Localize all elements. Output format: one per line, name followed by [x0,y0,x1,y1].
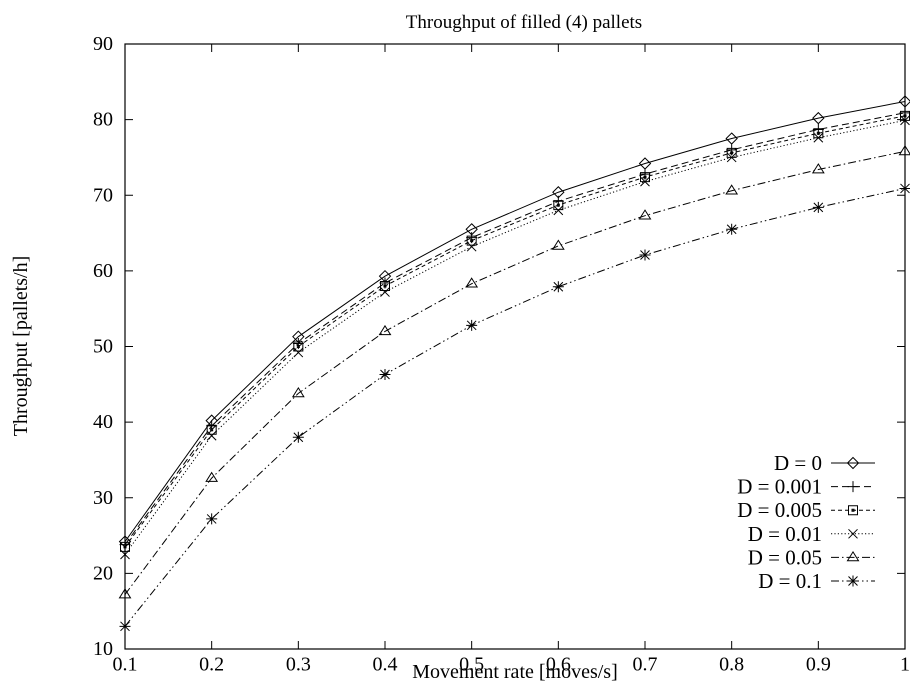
x-tick-label: 0.1 [113,654,138,676]
data-point-square [120,541,130,552]
x-tick-label: 0.4 [373,654,398,676]
chart-title: Throughput of filled (4) pallets [406,12,642,33]
y-tick-label: 40 [93,411,113,433]
data-point-star [639,249,651,261]
series-layer [118,95,910,632]
data-point-cross [813,132,824,143]
data-point-cross [640,176,650,187]
data-point-square [813,128,824,139]
data-point-square [206,424,217,435]
data-point-triangle [291,386,305,398]
data-point-square [848,505,858,516]
y-tick-label: 60 [93,260,113,282]
x-tick-label: 1 [900,654,910,676]
legend-label: D = 0.1 [758,569,822,593]
legend-label: D = 0 [774,451,822,475]
series-group [119,182,910,632]
y-tick-label: 50 [93,336,113,358]
series-line [124,112,906,545]
data-point-star [726,223,738,235]
y-tick-label: 90 [93,33,113,55]
data-point-cross [380,287,390,297]
data-point-cross [293,347,304,358]
data-point-cross [206,430,217,441]
data-point-triangle [811,163,825,174]
data-point-square [466,235,477,246]
data-point-diamond [898,95,910,108]
x-tick-label: 0.6 [546,654,571,676]
data-point-star [812,201,824,213]
data-point-triangle [725,184,739,195]
legend-label: D = 0.001 [737,475,822,499]
legend-label: D = 0.01 [748,522,822,546]
data-point-cross [466,241,477,252]
data-point-triangle [898,144,910,156]
y-tick-label: 10 [93,638,113,660]
x-axis-title: Movement rate [moves/s] [412,661,618,683]
x-tick-label: 0.2 [199,654,224,676]
legend-label: D = 0.05 [748,545,822,569]
data-point-star [899,182,910,194]
data-point-plus [847,481,859,493]
y-tick-label: 70 [93,184,113,206]
x-tick-label: 0.3 [286,654,311,676]
data-point-square [380,281,390,291]
data-point-triangle [551,239,565,250]
legend-label: D = 0.005 [737,498,822,522]
data-point-diamond [725,132,738,145]
x-tick-label: 0.8 [719,654,744,676]
data-point-triangle [638,209,652,220]
data-point-triangle [118,588,132,599]
ticks-layer: 0.1 0.2 0.3 0.4 0.5 0.6 0.7 0.8 0.9 1 10 20 30 40 50 60… [93,33,910,676]
data-point-cross [120,549,130,560]
data-point-square [726,147,737,158]
series-line [124,119,906,555]
data-point-star [552,281,564,293]
data-point-triangle [465,277,479,288]
x-tick-label: 0.5 [459,654,484,676]
data-point-diamond [846,456,860,470]
series-line [124,150,906,595]
data-point-star [379,368,391,380]
data-point-square [640,172,650,183]
y-axis-title: Throughput [pallets/h] [10,256,32,437]
data-point-star [206,513,218,525]
y-tick-label: 30 [93,487,113,509]
data-point-triangle [205,471,219,482]
data-point-star [119,620,131,632]
series-group [118,144,910,599]
data-point-cross [848,528,858,539]
data-point-star [847,575,859,587]
data-point-square [293,341,304,352]
y-tick-label: 80 [93,109,113,131]
data-point-cross [900,115,910,126]
series-line [124,115,906,548]
data-point-plus [206,420,218,432]
data-point-diamond [812,111,825,125]
series-line [124,100,906,542]
data-point-star [292,431,304,443]
y-tick-label: 20 [93,562,113,584]
data-point-triangle [378,324,392,336]
data-point-triangle [846,550,860,562]
series-line [124,187,906,627]
series-group [120,110,910,552]
data-point-cross [726,152,737,163]
x-tick-label: 0.9 [806,654,831,676]
data-point-cross [553,205,564,216]
data-point-star [466,319,478,331]
x-tick-label: 0.7 [633,654,658,676]
series-group [120,115,910,560]
